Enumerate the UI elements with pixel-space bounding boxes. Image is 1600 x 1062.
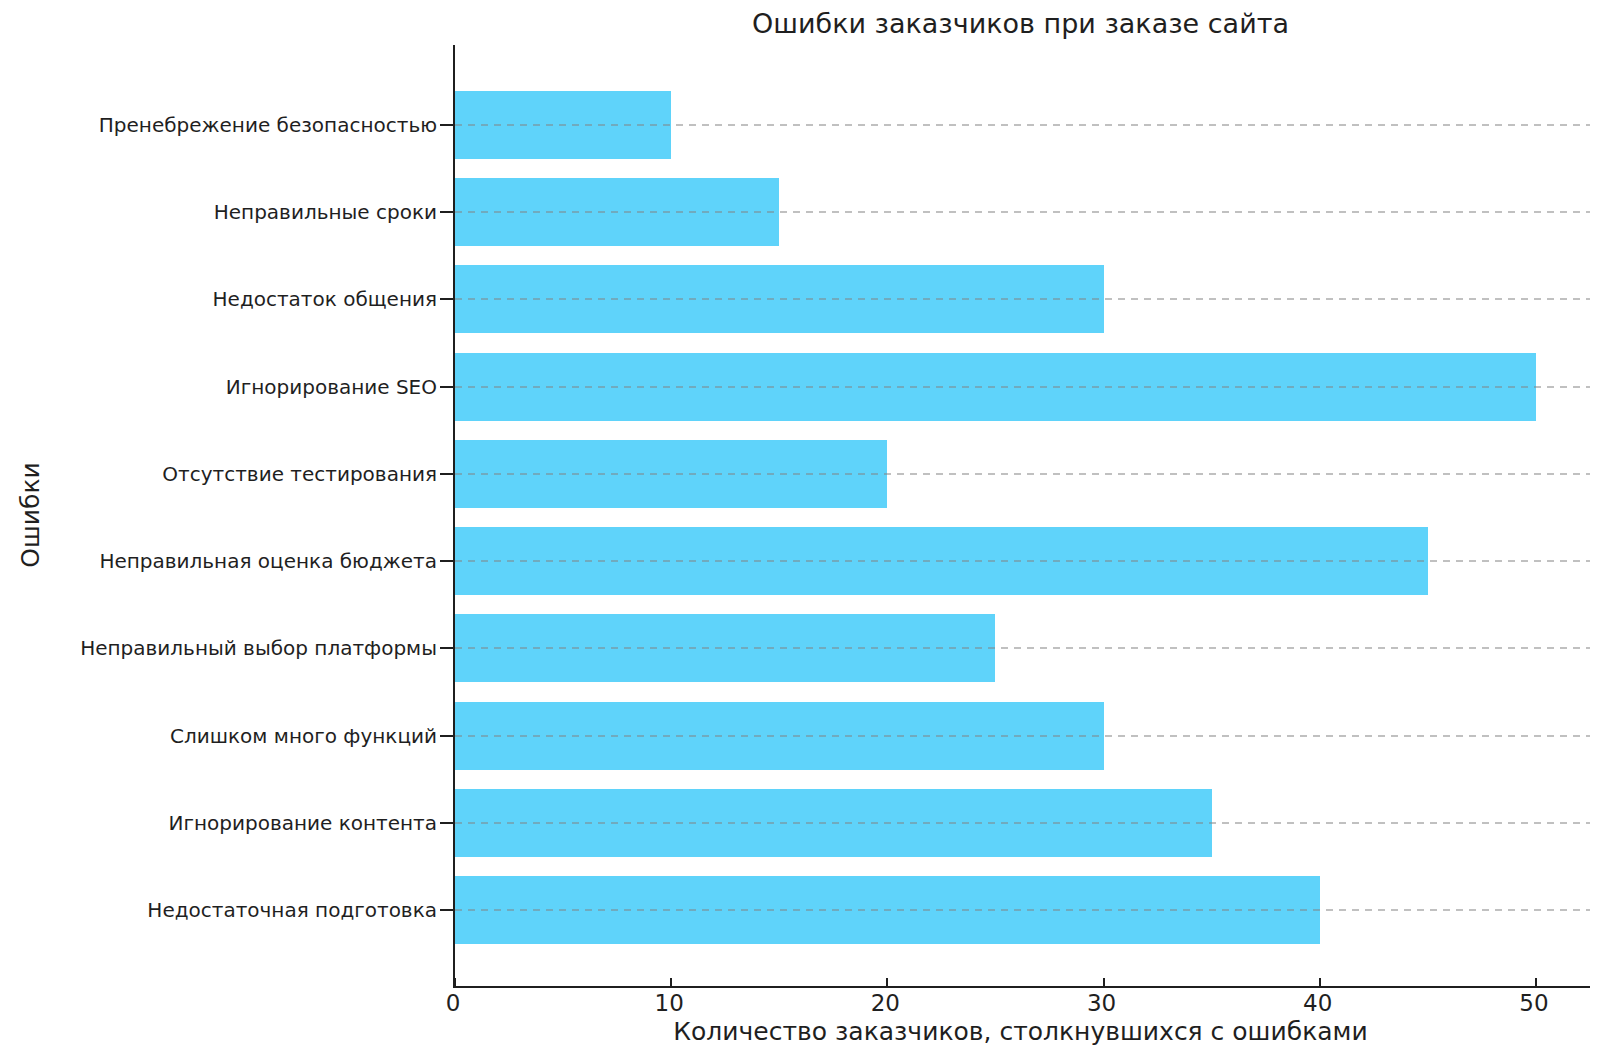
category-label-0: Пренебрежение безопасностью	[0, 110, 437, 140]
gridline-9	[455, 909, 1590, 911]
y-tick-mark-1	[440, 211, 453, 213]
plot-area	[453, 45, 1590, 988]
x-tick-label-5: 50	[1474, 989, 1594, 1017]
category-label-3: Игнорирование SEO	[0, 372, 437, 402]
y-tick-mark-9	[440, 909, 453, 911]
category-label-4: Отсутствие тестирования	[0, 459, 437, 489]
category-label-6: Неправильный выбор платформы	[0, 633, 437, 663]
x-tick-label-2: 20	[825, 989, 945, 1017]
y-tick-mark-8	[440, 822, 453, 824]
category-label-1: Неправильные сроки	[0, 197, 437, 227]
category-label-8: Игнорирование контента	[0, 808, 437, 838]
x-tick-label-3: 30	[1042, 989, 1162, 1017]
x-tick-mark-5	[1535, 978, 1537, 986]
gridline-5	[455, 560, 1590, 562]
category-label-2: Недостаток общения	[0, 284, 437, 314]
y-tick-mark-3	[440, 386, 453, 388]
x-tick-label-1: 10	[609, 989, 729, 1017]
x-tick-label-4: 40	[1258, 989, 1378, 1017]
x-tick-mark-3	[1103, 978, 1105, 986]
y-tick-mark-2	[440, 298, 453, 300]
x-tick-mark-0	[454, 978, 456, 986]
y-tick-mark-7	[440, 735, 453, 737]
x-tick-mark-2	[886, 978, 888, 986]
category-label-7: Слишком много функций	[0, 721, 437, 751]
gridline-4	[455, 473, 1590, 475]
gridline-1	[455, 211, 1590, 213]
category-label-5: Неправильная оценка бюджета	[0, 546, 437, 576]
gridline-0	[455, 124, 1590, 126]
category-label-9: Недостаточная подготовка	[0, 895, 437, 925]
x-axis-label: Количество заказчиков, столкнувшихся с о…	[453, 1016, 1588, 1048]
gridline-7	[455, 735, 1590, 737]
x-tick-mark-4	[1319, 978, 1321, 986]
y-tick-mark-0	[440, 124, 453, 126]
y-tick-mark-4	[440, 473, 453, 475]
chart-figure: Ошибки заказчиков при заказе сайта Ошибк…	[0, 0, 1600, 1062]
chart-title: Ошибки заказчиков при заказе сайта	[453, 5, 1588, 43]
y-tick-mark-6	[440, 647, 453, 649]
x-tick-label-0: 0	[393, 989, 513, 1017]
x-tick-mark-1	[670, 978, 672, 986]
y-tick-mark-5	[440, 560, 453, 562]
gridline-6	[455, 647, 1590, 649]
gridline-2	[455, 298, 1590, 300]
gridline-3	[455, 386, 1590, 388]
gridline-8	[455, 822, 1590, 824]
